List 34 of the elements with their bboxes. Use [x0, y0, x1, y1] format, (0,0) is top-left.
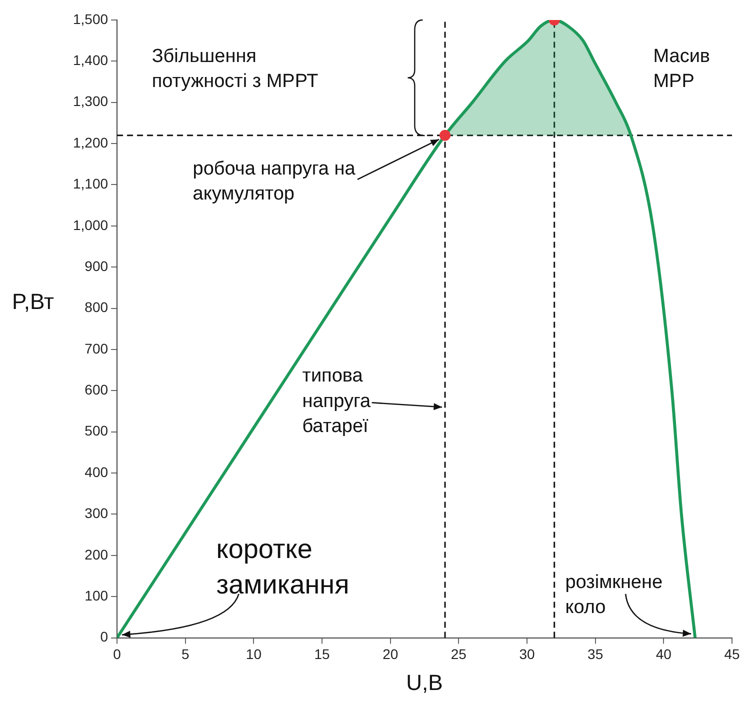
- y-tick-label: 1,100: [72, 176, 108, 192]
- x-tick-label: 30: [519, 646, 536, 662]
- annotation: розімкнене коло: [565, 572, 663, 618]
- x-tick-label: 45: [724, 646, 740, 662]
- annotation: робоча напруга на акумулятор: [192, 158, 356, 205]
- x-tick-label: 40: [656, 646, 672, 662]
- annotation: Масив МРР: [653, 46, 710, 92]
- y-tick-label: 100: [84, 587, 108, 604]
- y-tick-label: 400: [84, 464, 108, 480]
- y-tick-label: 800: [84, 299, 108, 316]
- x-tick-label: 35: [588, 646, 604, 662]
- x-tick-label: 10: [246, 646, 262, 662]
- annotation: Збільшення потужності з МРРТ: [152, 46, 319, 92]
- x-tick-label: 20: [382, 646, 398, 662]
- y-tick-label: 0: [100, 628, 108, 645]
- x-tick-label: 15: [314, 646, 330, 662]
- y-tick-label: 1,000: [72, 216, 108, 233]
- y-tick-label: 500: [84, 422, 108, 439]
- x-tick-label: 25: [450, 646, 467, 662]
- y-tick-label: 1,400: [72, 52, 108, 68]
- y-tick-label: 1,300: [72, 93, 108, 110]
- y-tick-label: 600: [84, 382, 108, 398]
- x-axis-title: U,B: [406, 670, 443, 695]
- x-tick-label: 0: [113, 646, 122, 662]
- y-tick-label: 200: [84, 546, 108, 562]
- annotation: типова напруга батареї: [302, 366, 371, 437]
- y-tick-label: 900: [84, 258, 108, 274]
- y-tick-label: 300: [84, 505, 108, 522]
- y-tick-label: 700: [84, 340, 108, 356]
- x-tick-label: 5: [181, 646, 190, 662]
- y-tick-label: 1,200: [72, 134, 108, 150]
- y-axis-title: P,Вт: [12, 288, 54, 314]
- annotation: коротке замикання: [216, 534, 350, 600]
- y-tick-label: 1,500: [72, 10, 108, 27]
